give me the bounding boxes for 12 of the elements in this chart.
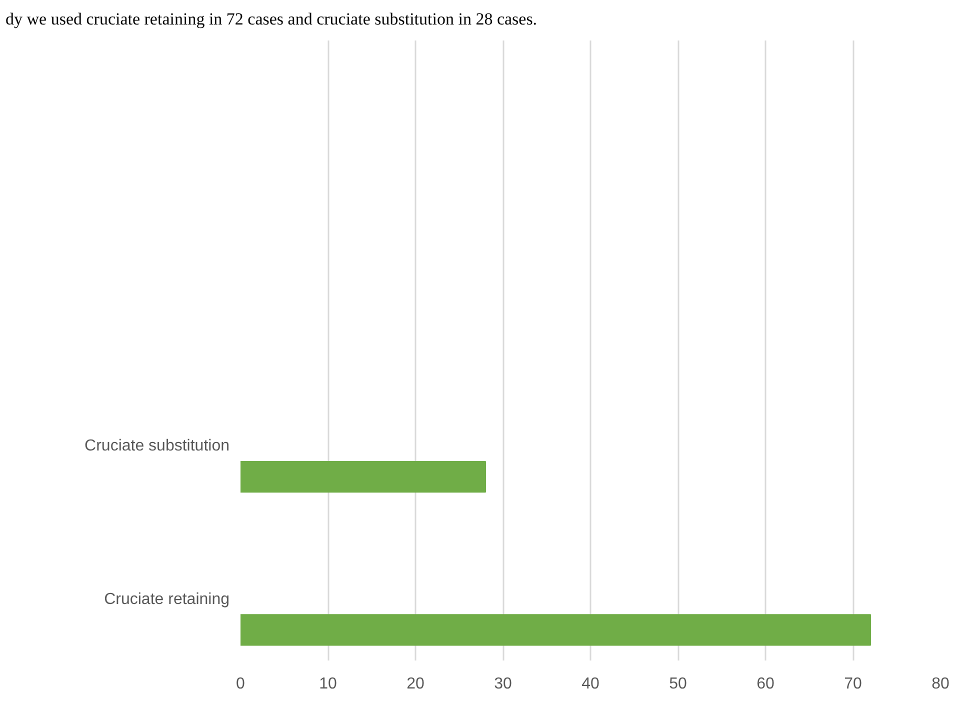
x-tick-label: 60 (756, 676, 774, 692)
x-tick-label: 70 (844, 676, 862, 692)
x-tick-label: 10 (319, 676, 337, 692)
x-tick-label: 40 (582, 676, 600, 692)
text: dy we used cruciate retaining in 72 cases and cruciate substitution in 28 cases. (6, 10, 538, 28)
x-tick-label: 30 (494, 676, 512, 692)
x-tick-label: 50 (669, 676, 687, 692)
y-tick-label: Cruciate substitution (84, 438, 230, 455)
x-tick-label: 0 (236, 676, 246, 692)
x-tick-label: 80 (932, 676, 950, 692)
y-tick-label: Cruciate retaining (104, 590, 230, 608)
x-tick-label: 20 (406, 676, 424, 692)
